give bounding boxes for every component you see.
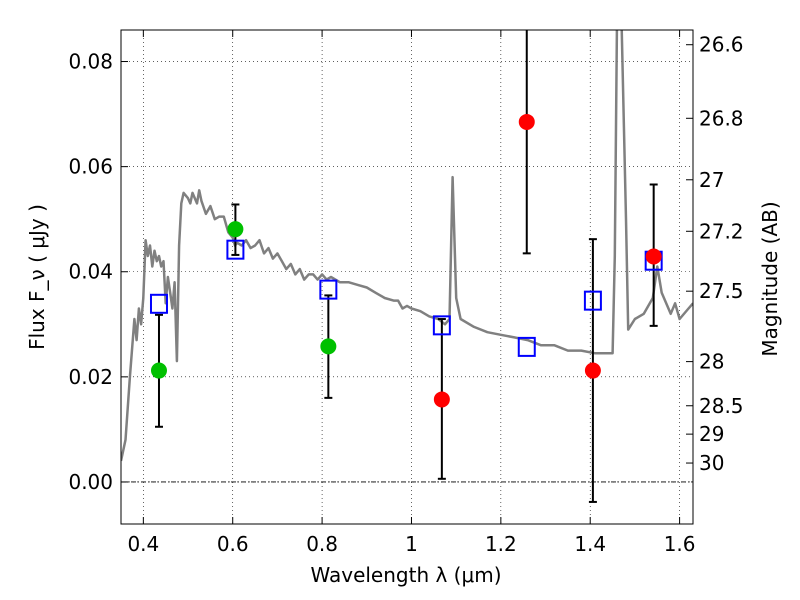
- photometry-point: [227, 221, 244, 238]
- x-tick-label: 1.2: [485, 532, 517, 556]
- y-axis-title: Flux F_ν ( μJy ): [25, 204, 49, 350]
- data-markers: [149, 113, 663, 408]
- x-tick-label: 0.4: [127, 532, 159, 556]
- photometry-point: [645, 248, 662, 265]
- y-tick-label: 0.08: [68, 50, 113, 74]
- x-tick-label: 1: [405, 532, 418, 556]
- x-tick-label: 0.6: [217, 532, 249, 556]
- model-square-marker: [226, 239, 245, 260]
- photometry-point: [150, 362, 167, 379]
- model-square-marker: [517, 336, 536, 357]
- y2-tick-label: 27.5: [699, 279, 744, 303]
- y2-tick-label: 26.6: [699, 33, 744, 57]
- x-tick-label: 1.6: [664, 532, 696, 556]
- y-tick-label: 0.02: [68, 365, 113, 389]
- y2-tick-label: 28.5: [699, 394, 744, 418]
- y-tick-label: 0.04: [68, 260, 113, 284]
- model-square-marker: [319, 279, 338, 300]
- y2-tick-label: 28: [699, 350, 724, 374]
- model-square-marker: [149, 293, 168, 314]
- y2-tick-label: 26.8: [699, 106, 744, 130]
- axis-ticks: 0.4 0.6 0.8 1 1.2 1.4 1.6 0.00 0.02 0.04 0.06 0.08 2…: [68, 30, 744, 556]
- y2-tick-label: 27: [699, 168, 724, 192]
- sed-model-line: [121, 30, 693, 462]
- model-square-marker: [583, 290, 602, 311]
- photometry-point: [433, 391, 450, 408]
- y2-tick-label: 27.2: [699, 219, 744, 243]
- photometry-point: [584, 362, 601, 379]
- y-tick-label: 0.00: [68, 470, 113, 494]
- x-axis-title: Wavelength λ (μm): [310, 563, 501, 587]
- photometry-point: [518, 113, 535, 130]
- photometry-point: [320, 338, 337, 355]
- x-tick-label: 1.4: [574, 532, 606, 556]
- y2-tick-label: 30: [699, 451, 724, 475]
- plot-background: [121, 30, 693, 524]
- plot-frame: [120, 29, 694, 525]
- y2-tick-label: 29: [699, 422, 724, 446]
- model-square-marker: [432, 315, 451, 336]
- right-y-axis-title: Magnitude (AB): [758, 201, 782, 356]
- x-tick-label: 0.8: [306, 532, 338, 556]
- y-tick-label: 0.06: [68, 155, 113, 179]
